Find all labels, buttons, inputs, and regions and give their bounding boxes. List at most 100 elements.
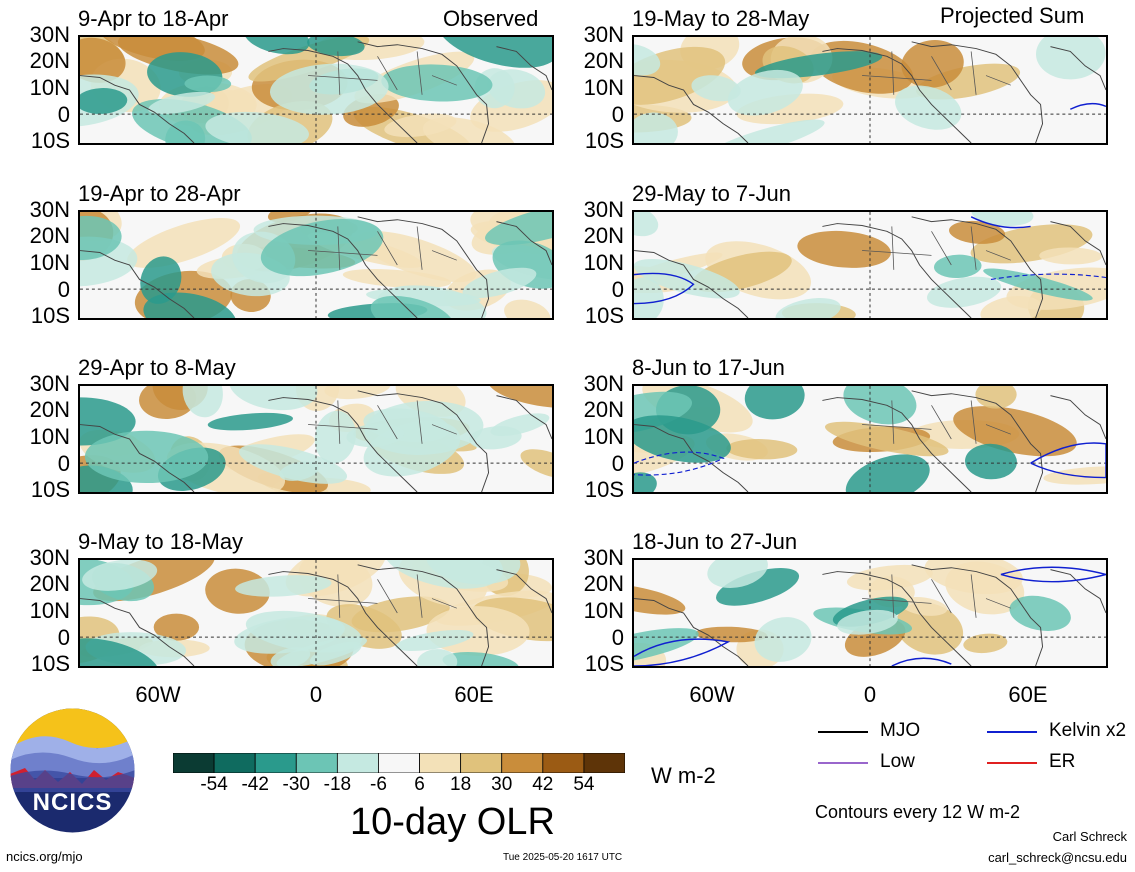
legend-line-mjo bbox=[818, 731, 868, 733]
colorbar-swatch bbox=[172, 752, 215, 774]
lat-tick-label: 10S bbox=[584, 303, 624, 328]
lat-tick-label: 20N bbox=[583, 223, 624, 248]
colorbar-swatch bbox=[254, 752, 297, 774]
lat-tick-label: 0 bbox=[611, 277, 624, 302]
lat-tick-label: 20N bbox=[29, 223, 70, 248]
legend-label: Kelvin x2 bbox=[1049, 720, 1127, 741]
legend-line-er bbox=[987, 762, 1037, 764]
footer-timestamp: Tue 2025-05-20 1617 UTC bbox=[503, 852, 623, 863]
lat-tick-label: 10S bbox=[30, 651, 70, 676]
legend-label: ER bbox=[1049, 751, 1076, 772]
lat-tick-label: 0 bbox=[57, 625, 70, 650]
lat-tick-label: 20N bbox=[29, 48, 70, 73]
lat-tick-label: 10S bbox=[584, 651, 624, 676]
main-title: 10-day OLR bbox=[350, 801, 555, 843]
panel-title: 9-Apr to 18-Apr bbox=[78, 6, 229, 31]
lat-tick-label: 30N bbox=[583, 22, 624, 47]
lat-tick-label: 0 bbox=[57, 102, 70, 127]
colorbar-swatch bbox=[213, 752, 256, 774]
panel-title: 19-May to 28-May bbox=[632, 6, 810, 31]
lat-tick-label: 10S bbox=[584, 477, 624, 502]
lat-tick-label: 10N bbox=[583, 75, 624, 100]
lon-tick-label: 60E bbox=[454, 682, 494, 707]
lat-tick-label: 10S bbox=[30, 128, 70, 153]
colorbar-tick-label: 30 bbox=[491, 774, 513, 795]
olr-colorbar bbox=[172, 752, 626, 774]
lat-tick-label: 10N bbox=[29, 250, 70, 275]
lat-tick-label: 0 bbox=[611, 625, 624, 650]
panel-title: 19-Apr to 28-Apr bbox=[78, 181, 241, 206]
lat-tick-label: 10S bbox=[30, 477, 70, 502]
colorbar-tick-label: -18 bbox=[323, 774, 352, 795]
lon-tick-label: 60E bbox=[1008, 682, 1048, 707]
lat-tick-label: 30N bbox=[29, 197, 70, 222]
colorbar-swatch bbox=[460, 752, 503, 774]
panel-title: 9-May to 18-May bbox=[78, 529, 244, 554]
lat-tick-label: 20N bbox=[29, 571, 70, 596]
lat-tick-label: 30N bbox=[583, 545, 624, 570]
logo-text: NCICS bbox=[33, 789, 113, 816]
colorbar-swatch bbox=[542, 752, 585, 774]
lat-tick-label: 10N bbox=[583, 250, 624, 275]
colorbar-tick-label: -42 bbox=[241, 774, 269, 795]
lat-tick-label: 10N bbox=[29, 75, 70, 100]
olr-map bbox=[78, 210, 554, 320]
colorbar-tick-label: 18 bbox=[450, 774, 472, 795]
colorbar-swatch bbox=[295, 752, 338, 774]
lat-tick-label: 10N bbox=[583, 424, 624, 449]
panel-title: 18-Jun to 27-Jun bbox=[632, 529, 798, 554]
lat-tick-label: 30N bbox=[29, 545, 70, 570]
lat-tick-label: 20N bbox=[583, 571, 624, 596]
observed-label: Observed bbox=[443, 6, 539, 31]
olr-map bbox=[78, 35, 554, 145]
lat-tick-label: 30N bbox=[583, 371, 624, 396]
olr-map bbox=[632, 384, 1108, 494]
olr-map bbox=[632, 558, 1108, 668]
lon-tick-label: 0 bbox=[309, 682, 323, 707]
lat-tick-label: 10N bbox=[583, 598, 624, 623]
colorbar-swatch bbox=[336, 752, 379, 774]
colorbar-tick-label: 54 bbox=[573, 774, 595, 795]
olr-map bbox=[632, 210, 1108, 320]
colorbar-tick-label: -54 bbox=[200, 774, 228, 795]
projected-label: Projected Sum bbox=[940, 3, 1085, 28]
lat-tick-label: 30N bbox=[29, 371, 70, 396]
colorbar-swatch bbox=[378, 752, 420, 774]
lat-tick-label: 10N bbox=[29, 424, 70, 449]
colorbar-swatch bbox=[583, 752, 626, 774]
olr-map bbox=[632, 35, 1108, 145]
panel-title: 29-May to 7-Jun bbox=[632, 181, 791, 206]
lat-tick-label: 0 bbox=[611, 451, 624, 476]
colorbar-swatch bbox=[419, 752, 462, 774]
lat-tick-label: 20N bbox=[29, 397, 70, 422]
legend-line-low bbox=[818, 762, 868, 764]
lat-tick-label: 10N bbox=[29, 598, 70, 623]
lon-tick-label: 60W bbox=[135, 682, 181, 707]
contours-note: Contours every 12 W m-2 bbox=[815, 802, 1021, 822]
footer-email[interactable]: carl_schreck@ncsu.edu bbox=[988, 850, 1127, 865]
colorbar-tick-label: -30 bbox=[282, 774, 310, 795]
colorbar-tick-label: 6 bbox=[414, 774, 425, 795]
colorbar-tick-label: -6 bbox=[370, 774, 387, 795]
lat-tick-label: 0 bbox=[57, 451, 70, 476]
footer-author: Carl Schreck bbox=[1052, 829, 1127, 844]
ncics-logo: NCICS bbox=[10, 708, 135, 833]
olr-map bbox=[78, 558, 554, 668]
panel-title: 29-Apr to 8-May bbox=[78, 355, 236, 380]
lat-tick-label: 30N bbox=[583, 197, 624, 222]
lat-tick-label: 0 bbox=[611, 102, 624, 127]
colorbar-units: W m-2 bbox=[651, 763, 716, 788]
olr-map bbox=[78, 384, 554, 494]
lat-tick-label: 20N bbox=[583, 397, 624, 422]
lat-tick-label: 20N bbox=[583, 48, 624, 73]
lon-tick-label: 60W bbox=[689, 682, 735, 707]
lat-tick-label: 10S bbox=[30, 303, 70, 328]
colorbar-swatch bbox=[501, 752, 544, 774]
footer-url[interactable]: ncics.org/mjo bbox=[6, 849, 83, 864]
legend-label: Low bbox=[880, 751, 915, 772]
lat-tick-label: 10S bbox=[584, 128, 624, 153]
lat-tick-label: 30N bbox=[29, 22, 70, 47]
legend-label: MJO bbox=[880, 720, 921, 741]
lat-tick-label: 0 bbox=[57, 277, 70, 302]
lon-tick-label: 0 bbox=[863, 682, 877, 707]
